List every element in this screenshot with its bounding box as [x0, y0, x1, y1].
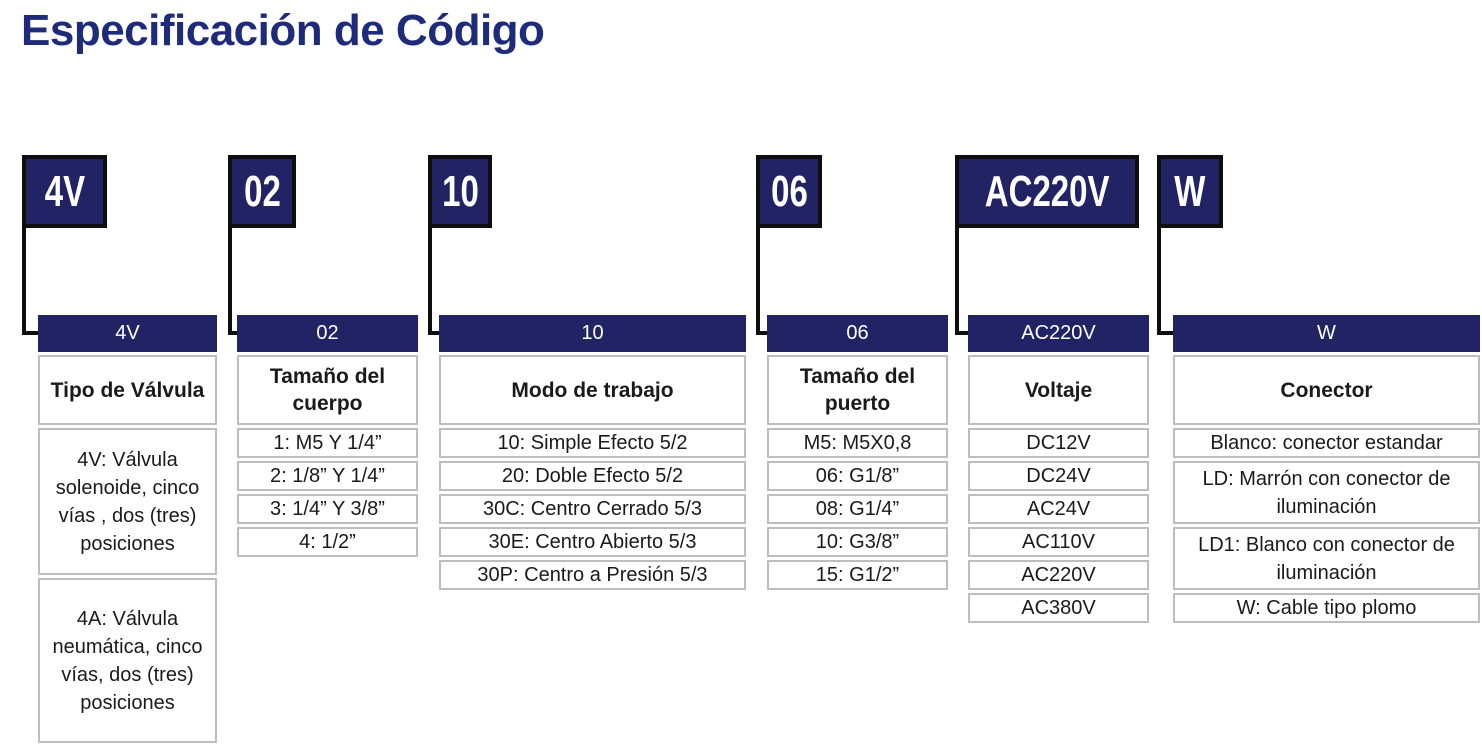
code-box-label: AC220V: [984, 166, 1110, 216]
table-row: 20: Doble Efecto 5/2: [439, 461, 746, 491]
code-box-valve-type: 4V: [22, 155, 107, 228]
table-header: 4V: [38, 315, 217, 352]
table-header: AC220V: [968, 315, 1149, 352]
work-mode-table: 10 Modo de trabajo 10: Simple Efecto 5/2…: [439, 315, 746, 590]
table-row: 30P: Centro a Presión 5/3: [439, 560, 746, 590]
table-header: 06: [767, 315, 948, 352]
table-row: 10: G3/8”: [767, 527, 948, 557]
table-header: W: [1173, 315, 1480, 352]
code-box-label: 10: [441, 166, 479, 216]
table-row: 06: G1/8”: [767, 461, 948, 491]
code-box-label: 4V: [44, 166, 85, 216]
table-row: DC12V: [968, 428, 1149, 458]
connector-line-horizontal: [955, 331, 972, 335]
connector-line-vertical: [228, 226, 232, 335]
column-label: Tamaño del cuerpo: [237, 355, 418, 425]
column-label: Tamaño del puerto: [767, 355, 948, 425]
page-title: Especificación de Código: [21, 6, 545, 55]
code-box-label: 06: [770, 166, 808, 216]
valve-type-table: 4V Tipo de Válvula 4V: Válvula solenoide…: [38, 315, 217, 743]
table-row: DC24V: [968, 461, 1149, 491]
table-row: 3: 1/4” Y 3/8”: [237, 494, 418, 524]
code-box-body-size: 02: [228, 155, 296, 228]
table-row: Blanco: conector estandar: [1173, 428, 1480, 458]
body-size-table: 02 Tamaño del cuerpo 1: M5 Y 1/4” 2: 1/8…: [237, 315, 418, 557]
connector-line-vertical: [428, 226, 432, 335]
table-row: 1: M5 Y 1/4”: [237, 428, 418, 458]
column-label: Tipo de Válvula: [38, 355, 217, 425]
table-row: AC110V: [968, 527, 1149, 557]
voltage-table: AC220V Voltaje DC12V DC24V AC24V AC110V …: [968, 315, 1149, 623]
table-row: 2: 1/8” Y 1/4”: [237, 461, 418, 491]
table-row: W: Cable tipo plomo: [1173, 593, 1480, 623]
table-row: 08: G1/4”: [767, 494, 948, 524]
port-size-table: 06 Tamaño del puerto M5: M5X0,8 06: G1/8…: [767, 315, 948, 590]
code-box-label: 02: [243, 166, 281, 216]
connector-table: W Conector Blanco: conector estandar LD:…: [1173, 315, 1480, 623]
column-label: Modo de trabajo: [439, 355, 746, 425]
table-row: 4A: Válvula neumática, cinco vías, dos (…: [38, 578, 217, 743]
table-row: 30C: Centro Cerrado 5/3: [439, 494, 746, 524]
table-row: AC24V: [968, 494, 1149, 524]
table-row: AC220V: [968, 560, 1149, 590]
table-row: LD1: Blanco con conector de iluminación: [1173, 527, 1480, 590]
table-row: 15: G1/2”: [767, 560, 948, 590]
table-row: LD: Marrón con conector de iluminación: [1173, 461, 1480, 524]
connector-line-horizontal: [1157, 331, 1177, 335]
column-label: Voltaje: [968, 355, 1149, 425]
code-box-label: W: [1174, 166, 1206, 216]
table-row: AC380V: [968, 593, 1149, 623]
table-header: 02: [237, 315, 418, 352]
connector-line-vertical: [756, 226, 760, 335]
connector-line-vertical: [1157, 226, 1161, 335]
code-box-connector: W: [1157, 155, 1223, 228]
code-box-port-size: 06: [756, 155, 822, 228]
column-label: Conector: [1173, 355, 1480, 425]
table-header: 10: [439, 315, 746, 352]
connector-line-horizontal: [428, 331, 443, 335]
connector-line-vertical: [955, 226, 959, 335]
connector-line-horizontal: [22, 331, 42, 335]
table-row: 4: 1/2”: [237, 527, 418, 557]
table-row: M5: M5X0,8: [767, 428, 948, 458]
connector-line-horizontal: [228, 331, 241, 335]
code-box-work-mode: 10: [428, 155, 492, 228]
table-row: 10: Simple Efecto 5/2: [439, 428, 746, 458]
table-row: 30E: Centro Abierto 5/3: [439, 527, 746, 557]
connector-line-vertical: [22, 226, 26, 335]
table-row: 4V: Válvula solenoide, cinco vías , dos …: [38, 428, 217, 575]
connector-line-horizontal: [756, 331, 771, 335]
code-box-voltage: AC220V: [955, 155, 1139, 228]
